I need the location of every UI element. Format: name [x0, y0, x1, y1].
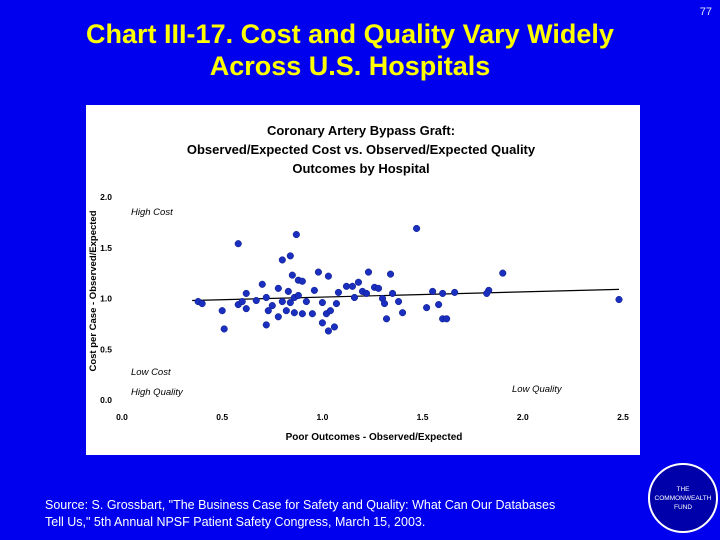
data-point — [483, 289, 491, 297]
page-number: 77 — [699, 6, 712, 18]
source-line-2: Tell Us," 5th Annual NPSF Patient Safety… — [45, 515, 426, 529]
data-point — [443, 315, 451, 323]
data-point — [380, 300, 389, 308]
x-tick-label: 2.5 — [617, 412, 629, 422]
data-point — [286, 299, 294, 307]
data-point — [308, 310, 316, 318]
y-tick-labels: 0.0 0.5 1.0 1.5 2.0 — [100, 192, 112, 405]
chart-title: Coronary Artery Bypass Graft: — [267, 123, 455, 138]
slide-title-line-2: Across U.S. Hospitals — [209, 51, 491, 81]
chart-subtitle-1: Observed/Expected Cost vs. Observed/Expe… — [187, 142, 536, 157]
y-tick-label: 2.0 — [100, 192, 112, 202]
data-point — [435, 301, 443, 309]
data-point — [242, 289, 250, 297]
data-point — [382, 315, 391, 323]
x-tick-label: 0.5 — [216, 412, 228, 422]
data-point — [314, 268, 322, 276]
data-point — [332, 300, 340, 308]
data-point — [198, 300, 206, 308]
data-point — [399, 309, 407, 317]
slide-title-line-1: Chart III-17. Cost and Quality Vary Wide… — [86, 19, 614, 49]
data-point — [290, 309, 298, 317]
logo-line-3: FUND — [673, 503, 693, 511]
data-point — [395, 297, 403, 306]
data-point — [284, 287, 292, 295]
data-point — [264, 307, 272, 315]
plot-marks — [192, 224, 623, 335]
y-tick-label: 0.0 — [100, 395, 112, 405]
data-point — [350, 293, 359, 302]
quadrant-label-high-quality: High Quality — [131, 387, 184, 398]
data-point — [282, 307, 290, 315]
data-point — [278, 256, 286, 264]
data-point — [388, 289, 397, 297]
quadrant-label-high-cost: High Cost — [131, 207, 173, 218]
data-point — [218, 307, 226, 315]
data-point — [362, 289, 371, 297]
data-point — [386, 270, 395, 278]
x-axis-label: Poor Outcomes - Observed/Expected — [286, 432, 463, 443]
y-tick-label: 1.0 — [100, 294, 112, 304]
y-axis-label: Cost per Case - Observed/Expected — [88, 210, 99, 371]
scatter-chart: Coronary Artery Bypass Graft: Observed/E… — [88, 123, 629, 443]
data-point — [318, 319, 326, 327]
data-point — [262, 321, 270, 329]
data-point — [252, 296, 260, 305]
y-tick-label: 0.5 — [100, 344, 112, 354]
data-point — [413, 224, 421, 233]
data-point — [374, 284, 383, 292]
x-tick-label: 0.0 — [116, 412, 128, 422]
data-point — [348, 282, 357, 290]
data-point — [242, 305, 250, 313]
data-point — [238, 297, 246, 306]
data-point — [324, 327, 332, 335]
data-point — [292, 231, 300, 239]
data-point — [294, 291, 302, 300]
data-point — [364, 268, 373, 276]
source-note: Source: S. Grossbart, "The Business Case… — [45, 497, 605, 531]
data-point — [262, 293, 270, 302]
data-point — [324, 272, 332, 280]
data-point — [298, 310, 306, 318]
logo-line-2: COMMONWEALTH — [654, 494, 712, 502]
data-point — [615, 295, 623, 304]
logo-line-1: THE — [676, 485, 690, 493]
data-point — [234, 240, 242, 248]
data-point — [326, 307, 334, 315]
chart-panel: Coronary Artery Bypass Graft: Observed/E… — [86, 105, 640, 455]
chart-subtitle-2: Outcomes by Hospital — [292, 161, 429, 176]
data-point — [499, 269, 507, 277]
data-point — [451, 288, 459, 296]
data-point — [220, 325, 228, 333]
slide-title: Chart III-17. Cost and Quality Vary Wide… — [20, 18, 680, 82]
x-tick-label: 1.0 — [316, 412, 328, 422]
data-point — [439, 289, 447, 297]
commonwealth-fund-logo: THE COMMONWEALTH FUND — [648, 463, 718, 533]
data-point — [423, 304, 431, 312]
data-point — [354, 278, 363, 286]
source-line-1: Source: S. Grossbart, "The Business Case… — [45, 498, 556, 512]
data-point — [330, 323, 338, 331]
data-point — [334, 288, 342, 296]
data-point — [429, 287, 437, 295]
data-point — [310, 286, 318, 294]
y-tick-label: 1.5 — [100, 243, 112, 253]
data-point — [274, 284, 282, 292]
data-point — [298, 277, 306, 285]
data-point — [286, 252, 294, 260]
x-tick-label: 2.0 — [517, 412, 529, 422]
data-point — [258, 280, 266, 288]
x-tick-label: 1.5 — [417, 412, 429, 422]
data-point — [302, 297, 310, 306]
data-point — [342, 282, 350, 290]
x-tick-labels: 0.0 0.5 1.0 1.5 2.0 2.5 — [116, 412, 629, 422]
data-point — [278, 297, 286, 306]
quadrant-label-low-cost: Low Cost — [131, 367, 171, 378]
data-point — [318, 299, 326, 307]
data-point — [274, 313, 282, 321]
data-point — [288, 271, 296, 279]
quadrant-label-low-quality: Low Quality — [512, 384, 563, 395]
data-point — [268, 302, 276, 310]
